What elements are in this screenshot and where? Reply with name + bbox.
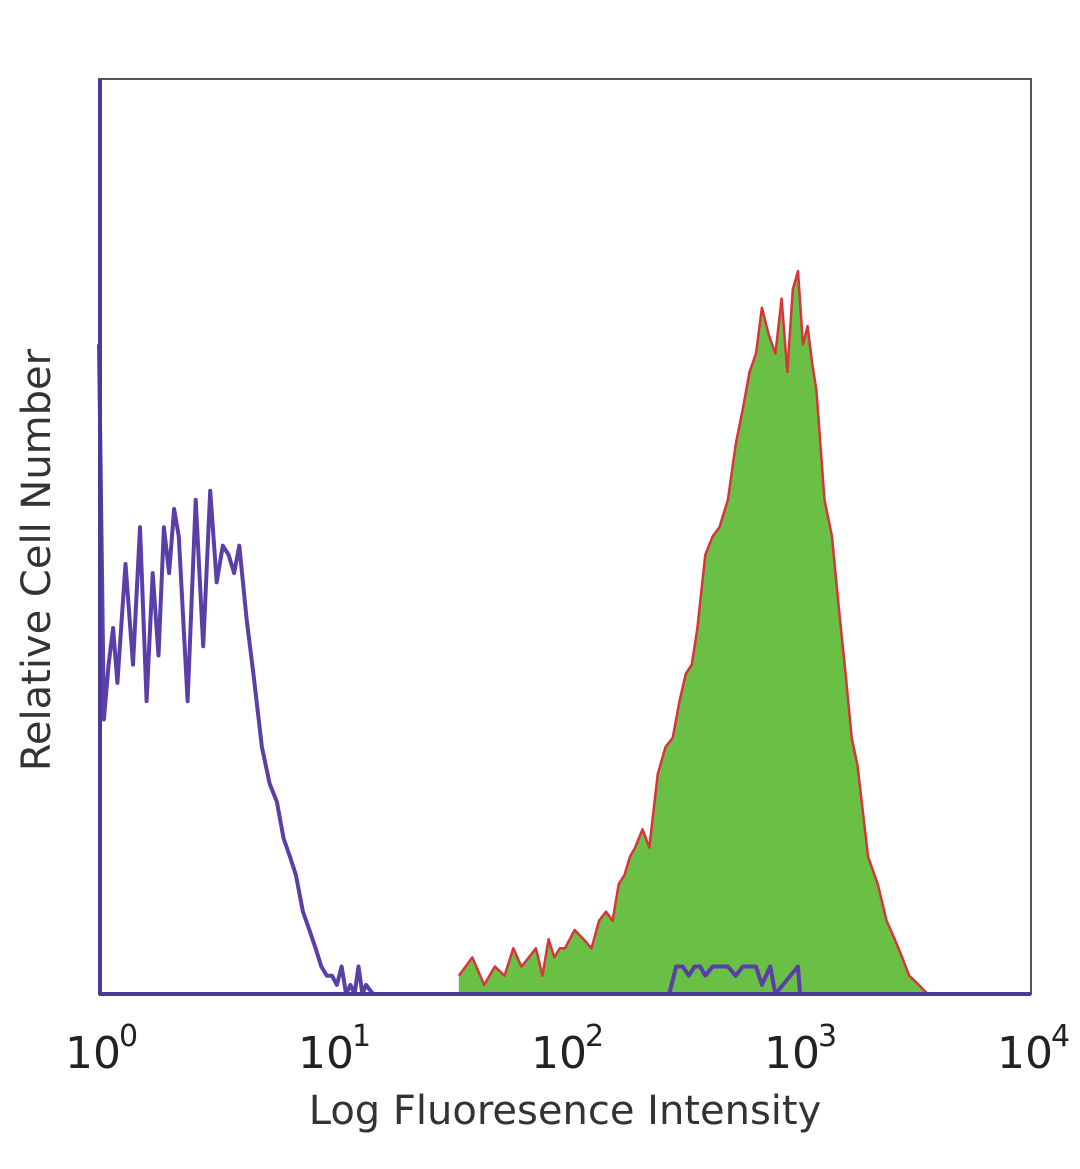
x-axis-title: Log Fluoresence Intensity (309, 1088, 822, 1134)
series-1-area (458, 271, 939, 995)
x-tick-exponent: 2 (585, 1019, 604, 1054)
x-tick-exponent: 3 (818, 1019, 837, 1054)
series-2-line (667, 964, 802, 996)
x-tick-label: 10 (764, 1028, 820, 1079)
x-tick-label: 10 (65, 1028, 121, 1079)
series-1-outline (457, 269, 939, 996)
x-tick-exponent: 1 (352, 1019, 371, 1054)
x-tick-label: 10 (531, 1028, 587, 1079)
x-tick-label: 10 (298, 1028, 354, 1079)
y-axis-title: Relative Cell Number (14, 348, 60, 771)
x-tick-exponent: 0 (119, 1019, 138, 1054)
x-tick-labels: 100 101 102 103 104 (65, 1019, 1070, 1079)
series-layer (97, 269, 939, 996)
x-tick-exponent: 4 (1051, 1019, 1070, 1054)
x-tick-label: 10 (997, 1028, 1053, 1079)
series-0-line (97, 344, 375, 996)
plot-frame (98, 78, 1032, 995)
